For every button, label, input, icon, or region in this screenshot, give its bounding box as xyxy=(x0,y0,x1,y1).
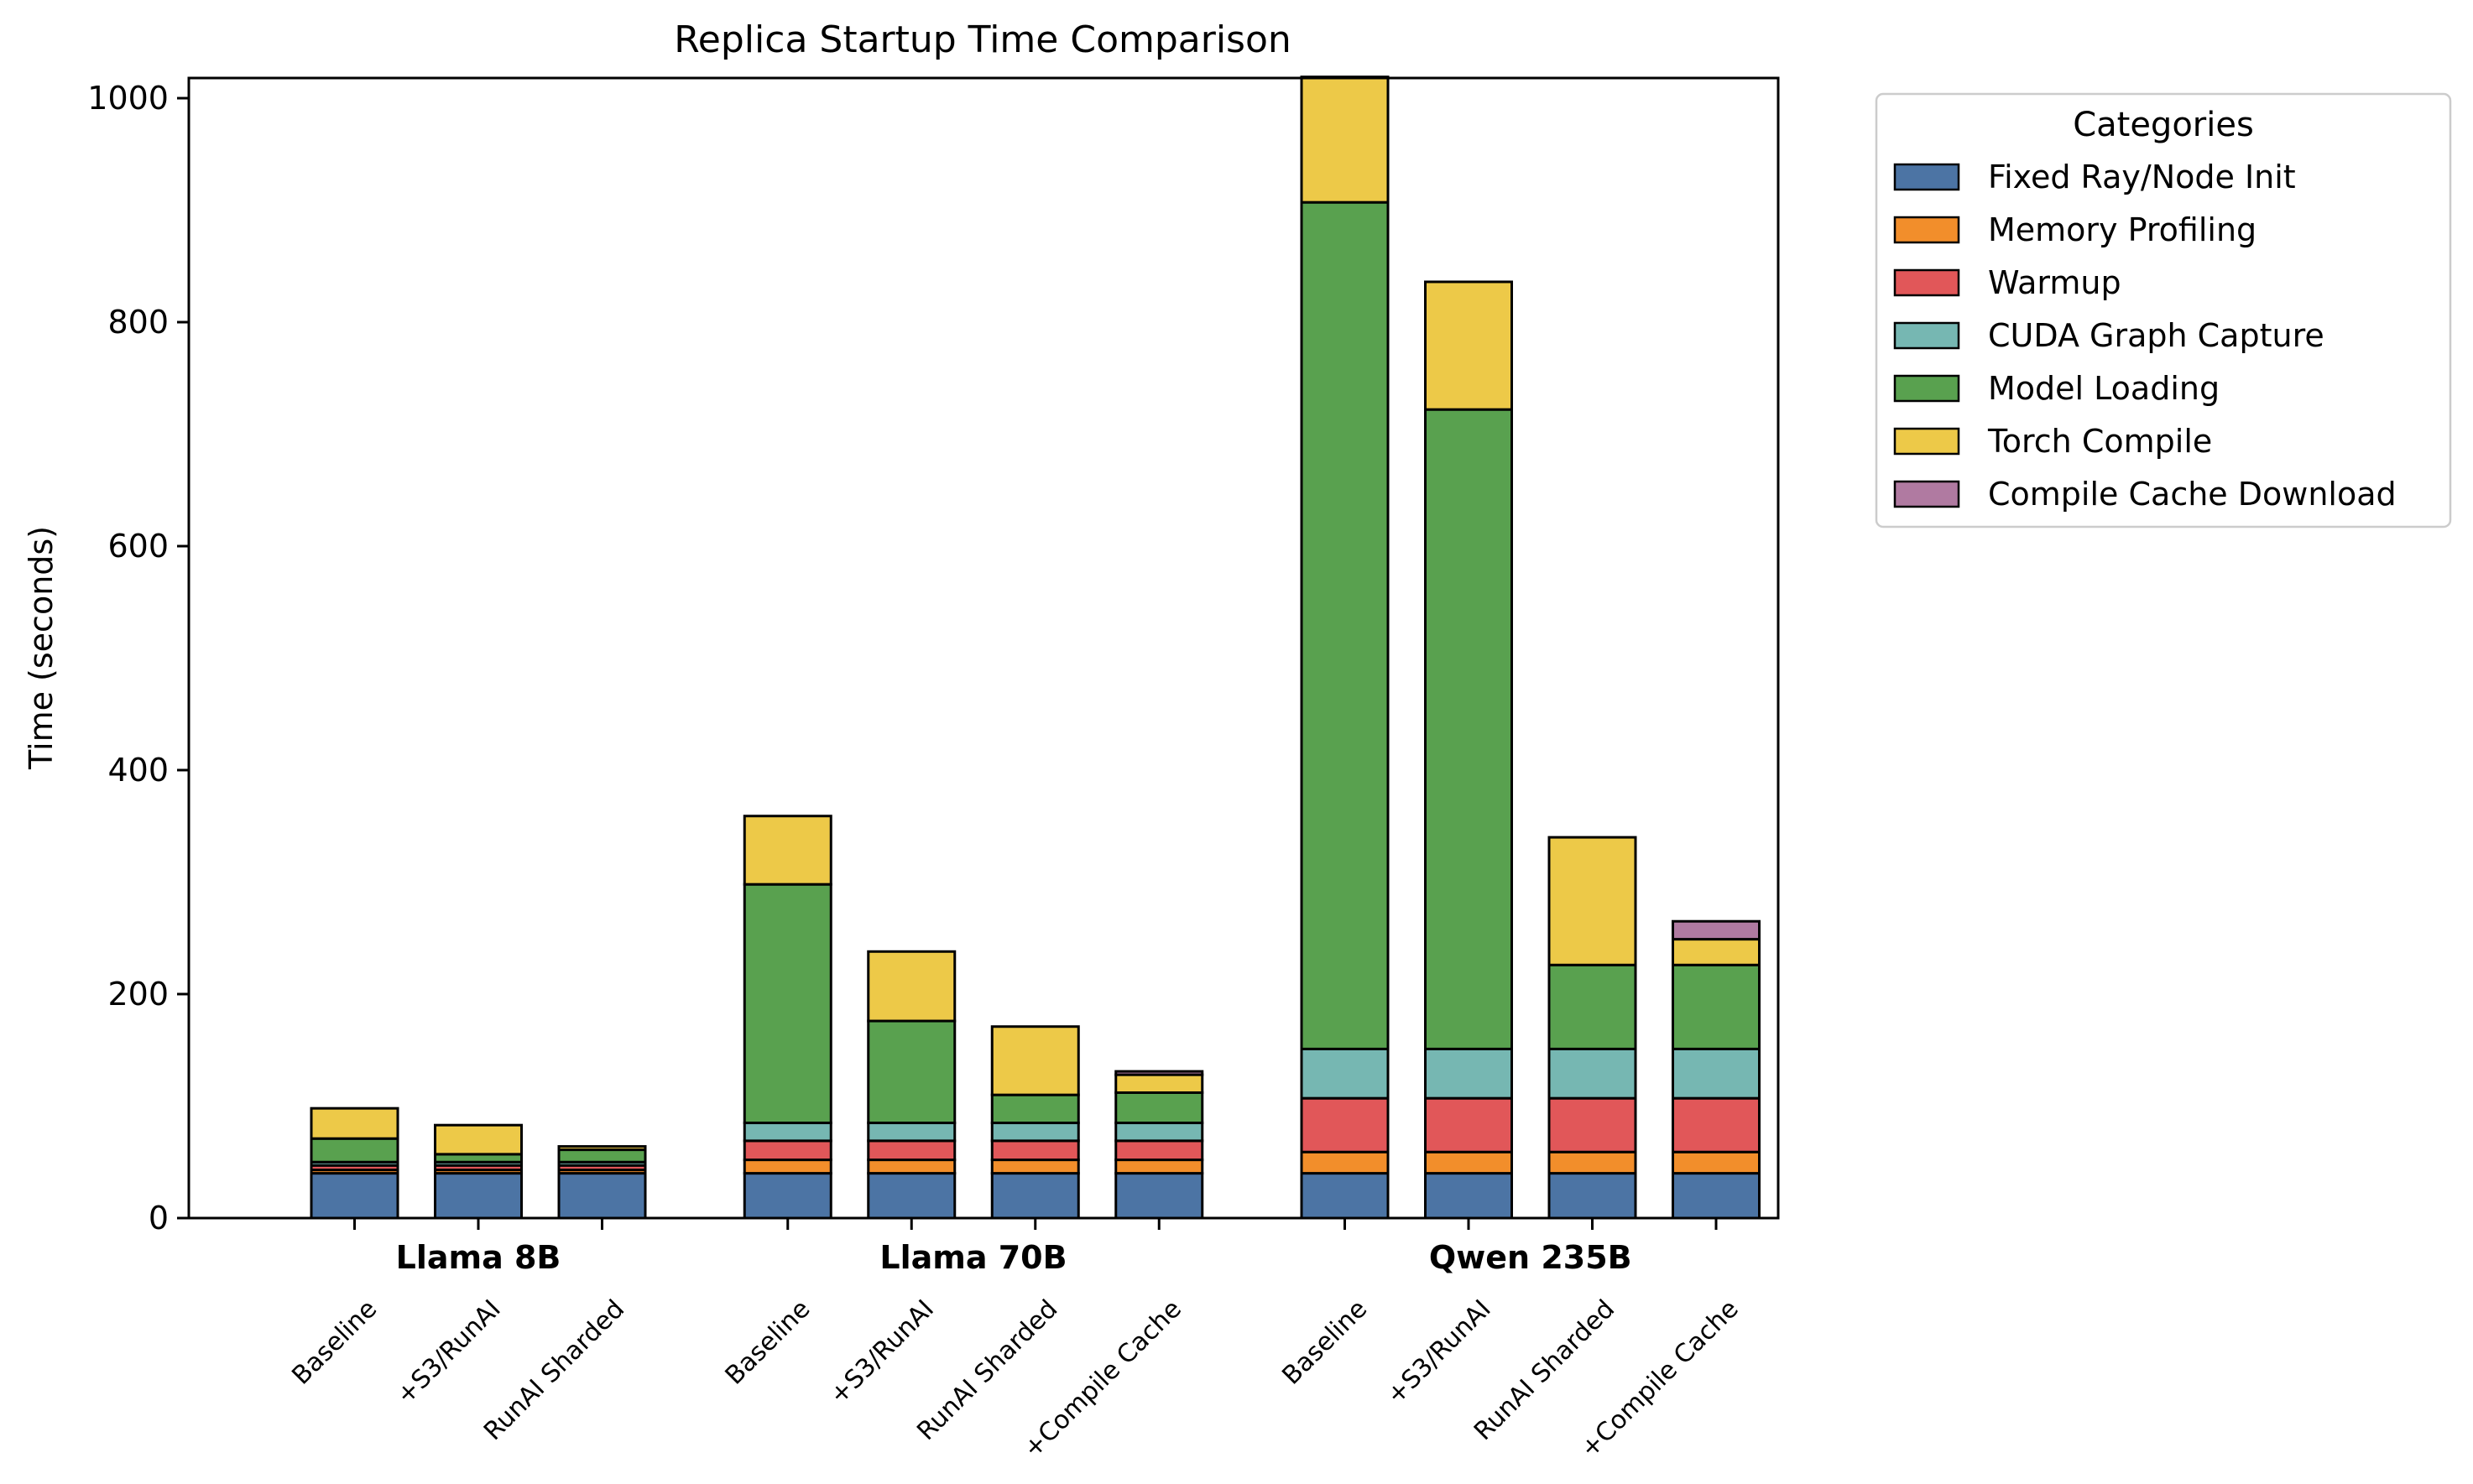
bar-segment xyxy=(990,1122,1080,1143)
group-label: Qwen 235B xyxy=(1429,1239,1632,1276)
bar-segment xyxy=(990,1139,1080,1162)
bar-segment xyxy=(867,1159,957,1175)
bar-segment xyxy=(1547,1150,1637,1175)
bar-segment xyxy=(1547,963,1637,1050)
bar-segment xyxy=(1424,1172,1513,1220)
bar-label: +S3/RunAI xyxy=(1381,1294,1497,1410)
bar-segment xyxy=(990,1172,1080,1220)
bar-segment xyxy=(1547,836,1637,966)
bar-segment xyxy=(1114,1073,1204,1094)
bar-segment xyxy=(743,815,832,886)
legend-swatch xyxy=(1893,480,1960,508)
bar-label: +S3/RunAI xyxy=(824,1294,940,1410)
bar-segment xyxy=(310,1106,399,1140)
y-axis: 0 200 400 600 800 1000 xyxy=(87,80,189,1237)
bar-segment xyxy=(557,1172,647,1220)
bar-segment xyxy=(743,1139,832,1162)
y-tick-label: 800 xyxy=(107,304,169,341)
bar-segment xyxy=(1300,1096,1390,1153)
legend-label: Fixed Ray/Node Init xyxy=(1988,159,2296,195)
bar-segment xyxy=(1424,408,1513,1050)
y-tick-label: 0 xyxy=(149,1200,169,1237)
bar-segment xyxy=(1547,1047,1637,1100)
bar-segment xyxy=(310,1172,399,1220)
bar-segment xyxy=(1114,1091,1204,1125)
bar-segment xyxy=(990,1025,1080,1096)
bar-segment xyxy=(867,950,957,1023)
bar-segment xyxy=(1547,1172,1637,1220)
bar-segment xyxy=(310,1137,399,1164)
bar-segment xyxy=(1424,1096,1513,1153)
legend-label: Model Loading xyxy=(1988,370,2220,407)
y-tick-label: 1000 xyxy=(87,80,169,117)
bar-segment xyxy=(1114,1139,1204,1162)
y-axis-label: Time (seconds) xyxy=(23,526,60,770)
bars-layer xyxy=(310,76,1761,1220)
legend-label: Warmup xyxy=(1988,264,2121,301)
bar-segment xyxy=(990,1159,1080,1175)
group-label: Llama 70B xyxy=(879,1239,1067,1276)
chart-title: Replica Startup Time Comparison xyxy=(674,18,1291,61)
bar-label: Baseline xyxy=(286,1294,383,1391)
bar-segment xyxy=(1547,1096,1637,1153)
bar-segment xyxy=(434,1123,523,1156)
legend-swatch xyxy=(1893,427,1960,456)
bar-segment xyxy=(867,1139,957,1162)
legend-swatch xyxy=(1893,321,1960,350)
bar-segment xyxy=(1672,919,1761,941)
bar-segment xyxy=(743,1172,832,1220)
bar-label: Baseline xyxy=(1276,1294,1373,1391)
bar-segment xyxy=(990,1093,1080,1125)
bar-segment xyxy=(1672,963,1761,1050)
legend: Categories Fixed Ray/Node Init Memory Pro… xyxy=(1875,92,2452,529)
bar-segment xyxy=(743,1122,832,1143)
bar-segment xyxy=(867,1019,957,1125)
bar-segment xyxy=(1114,1172,1204,1220)
legend-swatch xyxy=(1893,163,1960,191)
bar-segment xyxy=(867,1122,957,1143)
group-label: Llama 8B xyxy=(396,1239,561,1276)
y-tick-label: 400 xyxy=(107,752,169,789)
legend-label: Memory Profiling xyxy=(1988,211,2256,248)
bar-segment xyxy=(1672,1096,1761,1153)
legend-swatch xyxy=(1893,216,1960,244)
legend-label: Torch Compile xyxy=(1987,423,2212,460)
legend-box xyxy=(1875,92,2452,529)
bar-segment xyxy=(1114,1070,1204,1076)
bar-segment xyxy=(1114,1122,1204,1143)
bar-segment xyxy=(434,1172,523,1220)
bar-segment xyxy=(1672,1150,1761,1175)
bar-segment xyxy=(1672,1172,1761,1220)
bar-segment xyxy=(557,1145,647,1152)
legend-swatch xyxy=(1893,374,1960,403)
y-tick-label: 600 xyxy=(107,528,169,565)
bar-segment xyxy=(1300,76,1390,204)
bar-label: +S3/RunAI xyxy=(391,1294,507,1410)
bar-segment xyxy=(743,883,832,1125)
legend-label: CUDA Graph Capture xyxy=(1988,317,2324,354)
bar-segment xyxy=(557,1148,647,1164)
bar-segment xyxy=(743,1159,832,1175)
y-tick-label: 200 xyxy=(107,976,169,1013)
legend-title: Categories xyxy=(2073,106,2254,144)
legend-swatch xyxy=(1893,268,1960,297)
bar-label: Baseline xyxy=(720,1294,817,1391)
bar-segment xyxy=(1424,1150,1513,1175)
plot-frame xyxy=(187,76,1780,1220)
bar-segment xyxy=(1300,1047,1390,1100)
bar-segment xyxy=(1424,1047,1513,1100)
legend-label: Compile Cache Download xyxy=(1988,476,2397,513)
bar-segment xyxy=(867,1172,957,1220)
bar-segment xyxy=(1424,280,1513,411)
bar-segment xyxy=(1114,1159,1204,1175)
bar-segment xyxy=(1300,1150,1390,1175)
bar-segment xyxy=(1672,938,1761,966)
bar-segment xyxy=(1672,1047,1761,1100)
bar-segment xyxy=(1300,1172,1390,1220)
bar-segment xyxy=(1300,200,1390,1050)
